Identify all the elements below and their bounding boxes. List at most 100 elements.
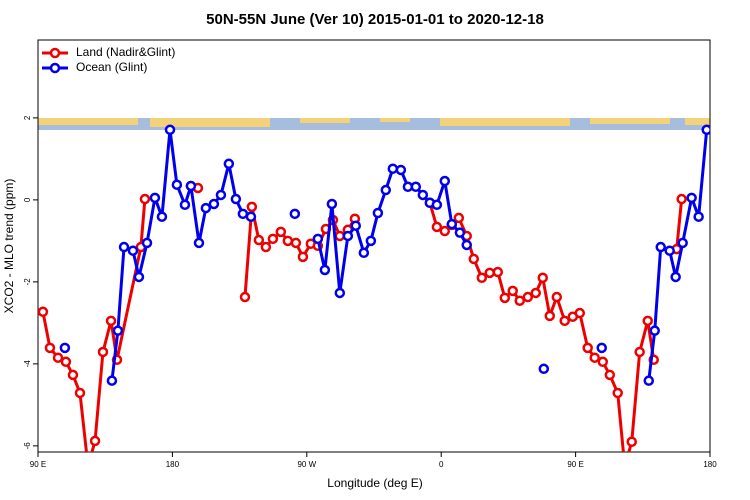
data-point (149, 192, 161, 204)
data-point (686, 192, 697, 204)
data-point (239, 291, 251, 303)
data-point (156, 211, 168, 222)
data-point (89, 435, 101, 447)
data-point (453, 212, 465, 224)
x-tick-label: 0 (439, 460, 444, 469)
data-point (164, 124, 176, 136)
data-point (237, 208, 249, 220)
x-tick-label: 90 E (30, 460, 46, 469)
data-point (350, 220, 362, 231)
x-tick-label: 90 E (567, 460, 583, 469)
data-point (431, 221, 443, 233)
data-point (334, 230, 346, 242)
data-point (193, 237, 205, 249)
data-point (514, 295, 525, 306)
data-point (612, 387, 623, 399)
data-point (141, 237, 153, 249)
data-point (551, 291, 563, 303)
data-point (312, 233, 324, 245)
data-point (185, 180, 197, 192)
data-point (289, 208, 301, 220)
data-point (439, 225, 451, 237)
legend-label: Land (Nadir&Glint) (76, 45, 175, 59)
data-point (431, 199, 443, 211)
data-point (38, 306, 49, 318)
data-point (507, 285, 518, 297)
series-line (110, 128, 709, 381)
data-point (105, 315, 117, 327)
data-point (395, 164, 407, 176)
data-point (387, 163, 399, 174)
data-point (267, 233, 279, 245)
data-point (537, 272, 548, 284)
data-point (358, 247, 370, 259)
data-point (439, 175, 451, 187)
x-tick-label: 180 (703, 460, 717, 469)
data-point (275, 226, 287, 238)
data-point (468, 253, 480, 265)
data-point (574, 307, 586, 319)
data-point (215, 189, 227, 201)
data-point (655, 241, 666, 253)
map-strip (38, 118, 710, 130)
data-point (634, 346, 645, 358)
data-point (260, 241, 272, 253)
x-axis-label: Longitude (deg E) (327, 476, 422, 490)
data-point (530, 287, 541, 299)
data-point (365, 235, 377, 247)
data-point (74, 387, 86, 399)
data-point (559, 315, 570, 327)
data-point (118, 241, 130, 253)
data-point (701, 124, 710, 136)
y-axis-label: XCO2 - MLO trend (ppm) (2, 179, 16, 314)
data-point (60, 356, 72, 368)
data-point (676, 193, 687, 205)
data-point (476, 272, 488, 284)
data-point (596, 342, 607, 354)
data-point (84, 462, 92, 470)
data-point (67, 369, 79, 381)
data-point (334, 287, 346, 299)
plot-area (38, 124, 710, 470)
data-point (230, 193, 242, 205)
data-point (492, 266, 504, 278)
legend-marker (49, 62, 61, 74)
data-point (589, 352, 600, 363)
data-point (372, 207, 384, 219)
data-point (112, 325, 124, 336)
data-point (342, 230, 354, 242)
data-point (643, 375, 655, 386)
chart-title: 50N-55N June (Ver 10) 2015-01-01 to 2020… (206, 11, 544, 28)
data-point (200, 202, 212, 214)
data-point (245, 211, 257, 222)
data-point (649, 325, 660, 336)
data-point (246, 201, 258, 213)
data-point (59, 342, 71, 354)
data-point (454, 227, 466, 238)
data-point (290, 237, 302, 249)
data-point (693, 211, 704, 222)
x-tick-label: 90 W (297, 460, 316, 469)
data-point (44, 342, 56, 354)
data-point (410, 181, 422, 193)
data-point (597, 356, 609, 368)
legend-marker (49, 47, 61, 59)
data-point (52, 352, 64, 363)
data-point (297, 251, 309, 263)
data-point (664, 245, 675, 256)
data-point (319, 264, 331, 276)
data-point (139, 193, 151, 205)
data-point (621, 462, 629, 470)
data-point (484, 267, 495, 279)
data-point (677, 237, 688, 249)
data-point (133, 271, 145, 283)
data-point (253, 234, 265, 246)
data-point (326, 198, 338, 210)
data-point (538, 363, 550, 375)
data-point (461, 239, 472, 251)
plot-frame (37, 39, 711, 453)
data-point (97, 346, 109, 358)
y-tick-label: -6 (23, 442, 32, 450)
series-line (41, 184, 684, 452)
